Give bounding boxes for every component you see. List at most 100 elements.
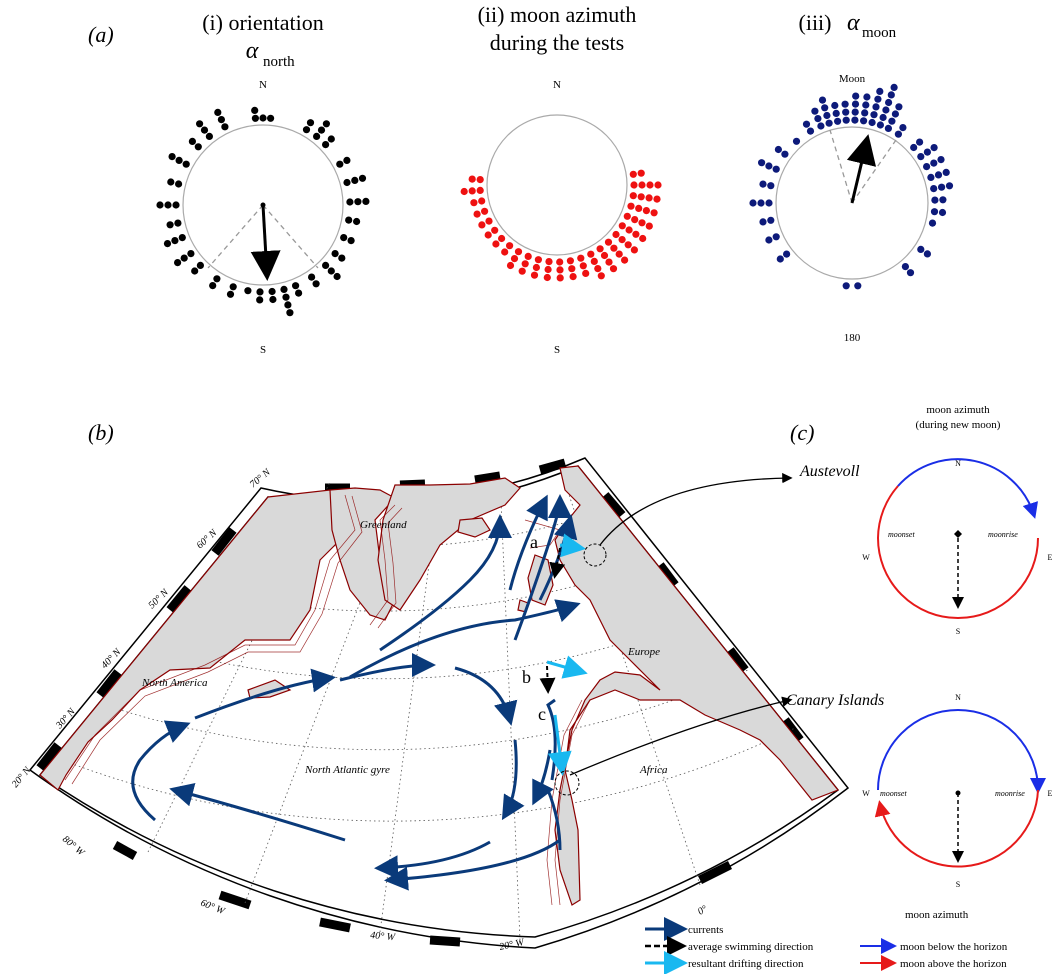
panel-a-ii-title-2: during the tests bbox=[490, 30, 624, 55]
moon-azimuth-dot bbox=[481, 207, 489, 215]
current-12 bbox=[194, 668, 336, 720]
map-currents bbox=[131, 494, 581, 891]
panel-a-ii-dots bbox=[460, 169, 662, 282]
alpha-moon-dot bbox=[923, 148, 932, 156]
panel-c-title-2: (during new moon) bbox=[916, 419, 1001, 431]
orientation-dot bbox=[229, 283, 237, 291]
alpha-moon-dot bbox=[937, 156, 945, 164]
orientation-dot bbox=[209, 282, 217, 290]
panel-b: (b) bbox=[10, 420, 884, 974]
moon-azimuth-dot bbox=[632, 230, 640, 238]
dial-austevoll-moonrise: moonrise bbox=[988, 530, 1018, 539]
alpha-moon-dot bbox=[842, 282, 850, 290]
panel-a-ii-title-1: (ii) moon azimuth bbox=[478, 2, 637, 27]
panel-a-iii: (iii) α moon Moon 180 bbox=[749, 10, 954, 344]
alpha-moon-dot bbox=[885, 98, 893, 107]
orientation-dot bbox=[333, 272, 341, 281]
dial-canary-below-arc bbox=[877, 709, 1046, 794]
alpha-moon-dot bbox=[772, 165, 780, 173]
moon-azimuth-dot bbox=[637, 169, 645, 177]
dial-austevoll-e: E bbox=[1048, 553, 1053, 562]
alpha-moon-dot bbox=[876, 87, 884, 95]
moon-azimuth-dot bbox=[544, 265, 552, 274]
moon-azimuth-dot bbox=[468, 187, 476, 195]
dial-canary-s: S bbox=[956, 880, 960, 889]
orientation-dot bbox=[194, 143, 202, 151]
moon-azimuth-dot bbox=[645, 194, 653, 202]
moon-azimuth-dot bbox=[473, 210, 481, 218]
dial-canary-e: E bbox=[1048, 789, 1053, 798]
moon-azimuth-dot bbox=[630, 246, 639, 254]
moon-azimuth-dot bbox=[506, 261, 515, 270]
orientation-dot bbox=[171, 237, 179, 245]
alpha-moon-dot bbox=[757, 199, 765, 207]
moon-azimuth-dot bbox=[524, 252, 532, 260]
panel-c: (c) moon azimuth (during new moon) N S W… bbox=[790, 404, 1053, 971]
current-3 bbox=[538, 514, 578, 601]
orientation-dot bbox=[268, 287, 276, 296]
moon-azimuth-dot bbox=[545, 258, 553, 266]
moon-azimuth-dot bbox=[594, 265, 602, 273]
alpha-moon-dot bbox=[806, 127, 815, 135]
orientation-dot bbox=[166, 221, 174, 229]
panel-a-iii-top-label: Moon bbox=[839, 73, 866, 85]
alpha-moon-dot bbox=[759, 180, 767, 188]
point-a: a bbox=[530, 532, 538, 552]
alpha-moon-dot bbox=[938, 183, 946, 191]
moon-azimuth-dot bbox=[610, 244, 618, 252]
orientation-dot bbox=[256, 288, 264, 296]
orientation-dot bbox=[292, 282, 300, 290]
moon-legend: moon azimuth moon below the horizon moon… bbox=[860, 909, 1008, 971]
canary-islands-marker bbox=[554, 770, 580, 796]
moon-azimuth-dot bbox=[645, 222, 653, 230]
alpha-moon-dot bbox=[874, 95, 882, 103]
region-africa: Africa bbox=[639, 764, 668, 776]
lon-label-40: 40° W bbox=[370, 930, 397, 943]
current-15 bbox=[546, 789, 562, 851]
orientation-dot bbox=[336, 160, 344, 168]
moon-azimuth-dot bbox=[532, 263, 541, 272]
british-isles-land bbox=[527, 554, 554, 606]
moon-azimuth-dot bbox=[638, 219, 646, 227]
alpha-moon-dot bbox=[938, 208, 947, 217]
alpha-moon-dot bbox=[895, 103, 903, 111]
lat-label-70: 70° N bbox=[248, 466, 274, 490]
moon-azimuth-dot bbox=[637, 193, 645, 201]
austevoll-connector bbox=[599, 472, 793, 546]
orientation-dot bbox=[284, 301, 292, 309]
alpha-moon-dot bbox=[851, 100, 860, 108]
alpha-moon-dot bbox=[842, 116, 850, 124]
panel-a-i-dial bbox=[182, 124, 344, 286]
moon-azimuth-dot bbox=[631, 216, 639, 224]
orientation-dot bbox=[226, 290, 235, 298]
alpha-moon-dot bbox=[792, 137, 801, 145]
moon-azimuth-dot bbox=[621, 256, 629, 264]
panel-c-title-1: moon azimuth bbox=[926, 404, 990, 416]
moon-azimuth-dot bbox=[485, 217, 493, 225]
moon-azimuth-dot bbox=[587, 250, 595, 258]
map-legend: currents average swimming direction resu… bbox=[645, 917, 814, 974]
moon-azimuth-dot bbox=[568, 265, 576, 273]
orientation-dot bbox=[327, 267, 335, 275]
panel-a-ii: (ii) moon azimuth during the tests N S bbox=[460, 2, 662, 356]
moon-azimuth-dot bbox=[627, 202, 635, 210]
site-canary-islands: Canary Islands bbox=[786, 692, 884, 709]
alpha-moon-dot bbox=[860, 117, 868, 125]
alpha-moon-dot bbox=[890, 83, 898, 91]
panel-a-i-subscript: north bbox=[263, 54, 295, 70]
dial-austevoll-moonset: moonset bbox=[888, 530, 915, 539]
moon-azimuth-dot bbox=[460, 187, 468, 196]
panel-a-i-ci-right bbox=[262, 204, 319, 269]
panel-a-i-dots bbox=[156, 106, 370, 317]
moon-azimuth-dot bbox=[650, 209, 658, 217]
orientation-dot bbox=[191, 267, 199, 275]
moon-azimuth-dot bbox=[476, 186, 484, 194]
orientation-dot bbox=[259, 114, 267, 122]
moon-azimuth-dot bbox=[569, 273, 577, 281]
drift-b bbox=[546, 655, 588, 679]
orientation-dot bbox=[313, 132, 321, 140]
alpha-moon-dot bbox=[821, 104, 829, 112]
moon-azimuth-dot bbox=[646, 181, 654, 189]
moon-azimuth-dot bbox=[629, 192, 637, 200]
moon-azimuth-dot bbox=[530, 271, 539, 279]
